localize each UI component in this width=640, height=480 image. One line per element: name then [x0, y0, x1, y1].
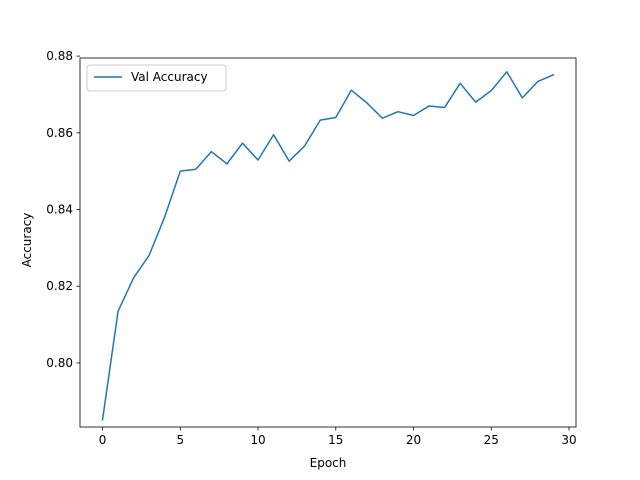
- x-tick-label: 20: [406, 433, 421, 447]
- legend-box: [86, 64, 227, 92]
- y-axis-label: Accuracy: [20, 213, 34, 268]
- axes-frame: [79, 57, 577, 428]
- x-tick-label: 25: [484, 433, 499, 447]
- x-tick-label: 30: [561, 433, 576, 447]
- y-tick-label: 0.82: [46, 279, 73, 293]
- y-tick-label: 0.84: [46, 203, 73, 217]
- x-axis-label: Epoch: [310, 456, 347, 470]
- series-layer: [101, 71, 555, 421]
- y-tick-label: 0.86: [46, 126, 73, 140]
- y-tick-label: 0.80: [46, 356, 73, 370]
- legend: Val Accuracy: [86, 64, 227, 92]
- x-tick-label: 10: [250, 433, 265, 447]
- x-tick-label: 5: [176, 433, 184, 447]
- x-tick-label: 0: [99, 433, 107, 447]
- y-tick-label: 0.88: [46, 49, 73, 63]
- x-tick-label: 15: [328, 433, 343, 447]
- series-line-val-accuracy: [101, 71, 555, 421]
- axes-layer: 0 5 10 15 20 25 30 0.80 0.82 0.84 0.86 0.88: [46, 49, 576, 447]
- legend-entry-val-accuracy: Val Accuracy: [131, 70, 208, 84]
